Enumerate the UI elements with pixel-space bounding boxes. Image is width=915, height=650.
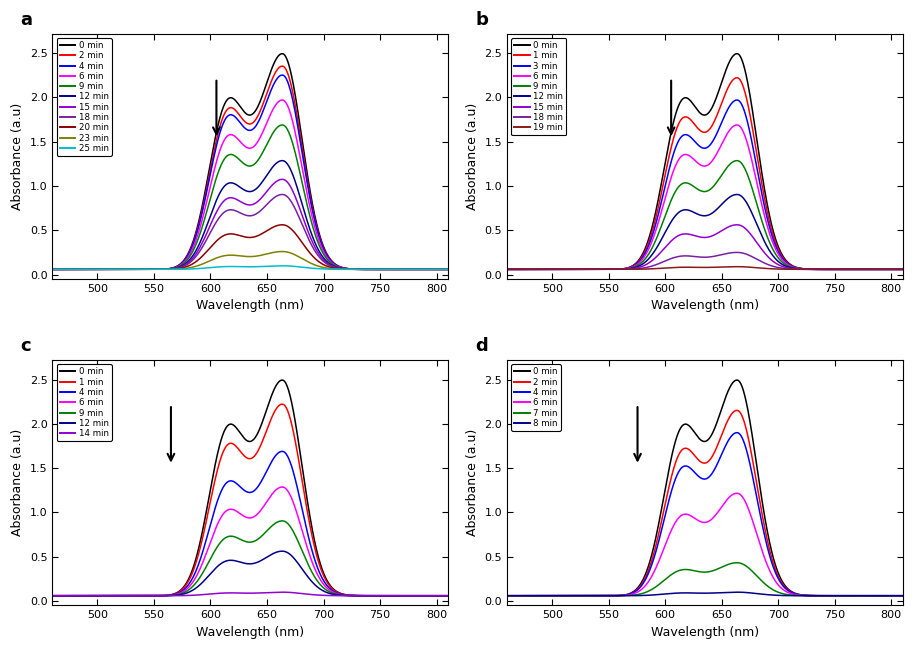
X-axis label: Wavelength (nm): Wavelength (nm) <box>651 626 759 639</box>
Legend: 0 min, 2 min, 4 min, 6 min, 9 min, 12 min, 15 min, 18 min, 20 min, 23 min, 25 mi: 0 min, 2 min, 4 min, 6 min, 9 min, 12 mi… <box>57 38 112 156</box>
X-axis label: Wavelength (nm): Wavelength (nm) <box>196 300 304 313</box>
Text: c: c <box>21 337 31 355</box>
Text: d: d <box>476 337 488 355</box>
Text: a: a <box>21 11 33 29</box>
Legend: 0 min, 2 min, 4 min, 6 min, 7 min, 8 min: 0 min, 2 min, 4 min, 6 min, 7 min, 8 min <box>511 365 561 431</box>
Legend: 0 min, 1 min, 4 min, 6 min, 9 min, 12 min, 14 min: 0 min, 1 min, 4 min, 6 min, 9 min, 12 mi… <box>57 365 112 441</box>
X-axis label: Wavelength (nm): Wavelength (nm) <box>651 300 759 313</box>
Text: b: b <box>476 11 489 29</box>
X-axis label: Wavelength (nm): Wavelength (nm) <box>196 626 304 639</box>
Legend: 0 min, 1 min, 3 min, 6 min, 9 min, 12 min, 15 min, 18 min, 19 min: 0 min, 1 min, 3 min, 6 min, 9 min, 12 mi… <box>511 38 566 135</box>
Y-axis label: Absorbance (a.u): Absorbance (a.u) <box>466 429 479 536</box>
Y-axis label: Absorbance (a.u): Absorbance (a.u) <box>466 103 479 210</box>
Y-axis label: Absorbance (a.u): Absorbance (a.u) <box>11 103 24 210</box>
Y-axis label: Absorbance (a.u): Absorbance (a.u) <box>11 429 24 536</box>
